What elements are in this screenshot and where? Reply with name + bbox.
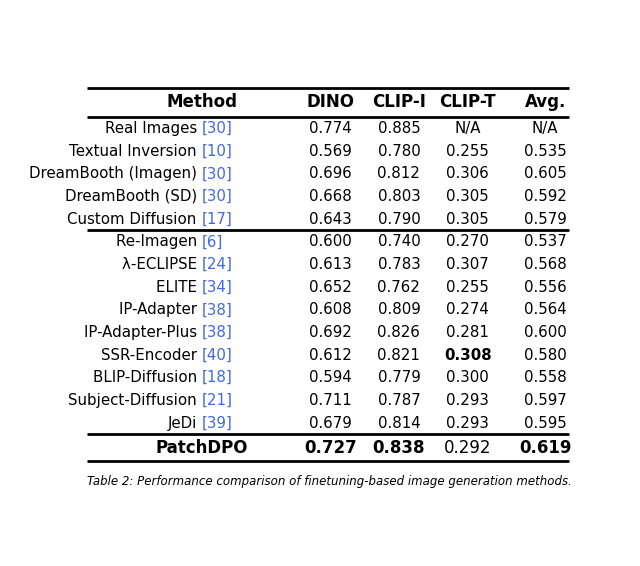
Text: 0.668: 0.668 bbox=[309, 189, 352, 204]
Text: Avg.: Avg. bbox=[525, 93, 566, 112]
Text: IP-Adapter: IP-Adapter bbox=[119, 302, 202, 318]
Text: 0.308: 0.308 bbox=[444, 348, 492, 363]
Text: 0.692: 0.692 bbox=[309, 325, 352, 340]
Text: 0.558: 0.558 bbox=[524, 370, 566, 385]
Text: Textual Inversion: Textual Inversion bbox=[69, 144, 202, 158]
Text: 0.783: 0.783 bbox=[378, 257, 420, 272]
Text: 0.779: 0.779 bbox=[378, 370, 420, 385]
Text: 0.255: 0.255 bbox=[447, 280, 490, 295]
Text: [39]: [39] bbox=[202, 415, 232, 431]
Text: ELITE: ELITE bbox=[156, 280, 202, 295]
Text: DINO: DINO bbox=[307, 93, 355, 112]
Text: 0.774: 0.774 bbox=[309, 121, 352, 136]
Text: [17]: [17] bbox=[202, 212, 232, 226]
Text: 0.711: 0.711 bbox=[309, 393, 352, 408]
Text: 0.600: 0.600 bbox=[309, 234, 352, 249]
Text: 0.537: 0.537 bbox=[524, 234, 566, 249]
Text: [6]: [6] bbox=[202, 234, 223, 249]
Text: [30]: [30] bbox=[202, 121, 232, 136]
Text: [21]: [21] bbox=[202, 393, 232, 408]
Text: 0.305: 0.305 bbox=[447, 212, 489, 226]
Text: 0.885: 0.885 bbox=[378, 121, 420, 136]
Text: PatchDPO: PatchDPO bbox=[156, 439, 248, 457]
Text: 0.305: 0.305 bbox=[447, 189, 489, 204]
Text: 0.619: 0.619 bbox=[519, 439, 572, 457]
Text: CLIP-I: CLIP-I bbox=[372, 93, 426, 112]
Text: CLIP-T: CLIP-T bbox=[440, 93, 496, 112]
Text: 0.643: 0.643 bbox=[309, 212, 352, 226]
Text: 0.292: 0.292 bbox=[444, 439, 492, 457]
Text: 0.605: 0.605 bbox=[524, 166, 566, 181]
Text: Real Images: Real Images bbox=[104, 121, 202, 136]
Text: [24]: [24] bbox=[202, 257, 232, 272]
Text: 0.306: 0.306 bbox=[447, 166, 489, 181]
Text: 0.826: 0.826 bbox=[378, 325, 420, 340]
Text: 0.780: 0.780 bbox=[378, 144, 420, 158]
Text: 0.803: 0.803 bbox=[378, 189, 420, 204]
Text: Re-Imagen: Re-Imagen bbox=[115, 234, 202, 249]
Text: 0.535: 0.535 bbox=[524, 144, 566, 158]
Text: 0.594: 0.594 bbox=[309, 370, 352, 385]
Text: 0.597: 0.597 bbox=[524, 393, 566, 408]
Text: 0.787: 0.787 bbox=[378, 393, 420, 408]
Text: Method: Method bbox=[166, 93, 237, 112]
Text: DreamBooth (SD): DreamBooth (SD) bbox=[65, 189, 202, 204]
Text: [40]: [40] bbox=[202, 348, 232, 363]
Text: 0.307: 0.307 bbox=[447, 257, 489, 272]
Text: 0.679: 0.679 bbox=[309, 415, 352, 431]
Text: 0.608: 0.608 bbox=[309, 302, 352, 318]
Text: 0.270: 0.270 bbox=[447, 234, 490, 249]
Text: [18]: [18] bbox=[202, 370, 232, 385]
Text: 0.762: 0.762 bbox=[378, 280, 420, 295]
Text: 0.300: 0.300 bbox=[447, 370, 489, 385]
Text: SSR-Encoder: SSR-Encoder bbox=[100, 348, 202, 363]
Text: [38]: [38] bbox=[202, 302, 232, 318]
Text: 0.696: 0.696 bbox=[309, 166, 352, 181]
Text: JeDi: JeDi bbox=[168, 415, 202, 431]
Text: 0.595: 0.595 bbox=[524, 415, 566, 431]
Text: N/A: N/A bbox=[454, 121, 481, 136]
Text: 0.564: 0.564 bbox=[524, 302, 566, 318]
Text: 0.821: 0.821 bbox=[378, 348, 420, 363]
Text: 0.838: 0.838 bbox=[372, 439, 425, 457]
Text: [34]: [34] bbox=[202, 280, 232, 295]
Text: Subject-Diffusion: Subject-Diffusion bbox=[68, 393, 202, 408]
Text: 0.579: 0.579 bbox=[524, 212, 566, 226]
Text: 0.556: 0.556 bbox=[524, 280, 566, 295]
Text: 0.740: 0.740 bbox=[378, 234, 420, 249]
Text: 0.812: 0.812 bbox=[378, 166, 420, 181]
Text: 0.274: 0.274 bbox=[447, 302, 490, 318]
Text: 0.293: 0.293 bbox=[447, 393, 490, 408]
Text: Table 2: Performance comparison of finetuning-based image generation methods.: Table 2: Performance comparison of finet… bbox=[88, 474, 572, 487]
Text: 0.727: 0.727 bbox=[304, 439, 357, 457]
Text: [10]: [10] bbox=[202, 144, 232, 158]
Text: 0.809: 0.809 bbox=[378, 302, 420, 318]
Text: 0.592: 0.592 bbox=[524, 189, 566, 204]
Text: 0.281: 0.281 bbox=[447, 325, 490, 340]
Text: [38]: [38] bbox=[202, 325, 232, 340]
Text: 0.613: 0.613 bbox=[309, 257, 352, 272]
Text: 0.790: 0.790 bbox=[378, 212, 420, 226]
Text: 0.652: 0.652 bbox=[309, 280, 352, 295]
Text: 0.600: 0.600 bbox=[524, 325, 566, 340]
Text: 0.255: 0.255 bbox=[447, 144, 490, 158]
Text: N/A: N/A bbox=[532, 121, 559, 136]
Text: DreamBooth (Imagen): DreamBooth (Imagen) bbox=[29, 166, 202, 181]
Text: 0.580: 0.580 bbox=[524, 348, 566, 363]
Text: 0.568: 0.568 bbox=[524, 257, 566, 272]
Text: 0.814: 0.814 bbox=[378, 415, 420, 431]
Text: [30]: [30] bbox=[202, 189, 232, 204]
Text: BLIP-Diffusion: BLIP-Diffusion bbox=[93, 370, 202, 385]
Text: [30]: [30] bbox=[202, 166, 232, 181]
Text: 0.569: 0.569 bbox=[309, 144, 352, 158]
Text: λ-ECLIPSE: λ-ECLIPSE bbox=[122, 257, 202, 272]
Text: 0.612: 0.612 bbox=[309, 348, 352, 363]
Text: 0.293: 0.293 bbox=[447, 415, 490, 431]
Text: IP-Adapter-Plus: IP-Adapter-Plus bbox=[84, 325, 202, 340]
Text: Custom Diffusion: Custom Diffusion bbox=[67, 212, 202, 226]
